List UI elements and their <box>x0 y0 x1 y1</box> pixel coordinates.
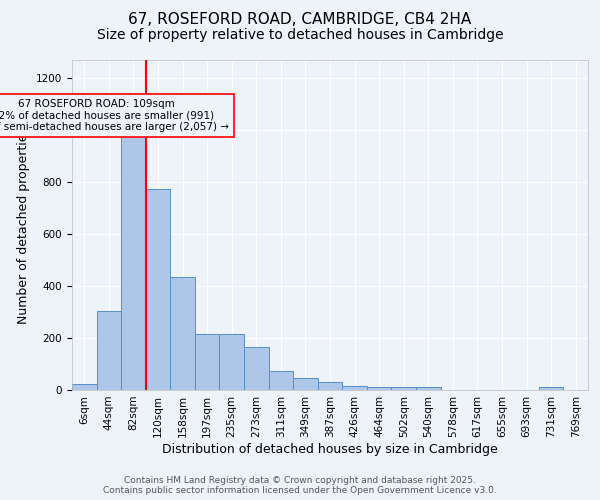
Bar <box>121 133 146 390</box>
Bar <box>293 378 318 390</box>
Bar <box>367 388 391 390</box>
Bar <box>342 386 367 390</box>
Bar <box>391 388 416 390</box>
Bar <box>170 277 195 390</box>
Text: 67, ROSEFORD ROAD, CAMBRIDGE, CB4 2HA: 67, ROSEFORD ROAD, CAMBRIDGE, CB4 2HA <box>128 12 472 28</box>
Bar <box>97 310 121 390</box>
Bar <box>146 188 170 390</box>
Text: Contains HM Land Registry data © Crown copyright and database right 2025.
Contai: Contains HM Land Registry data © Crown c… <box>103 476 497 495</box>
Bar <box>72 384 97 390</box>
Bar <box>416 388 440 390</box>
Text: Size of property relative to detached houses in Cambridge: Size of property relative to detached ho… <box>97 28 503 42</box>
Bar <box>269 370 293 390</box>
Bar <box>220 334 244 390</box>
X-axis label: Distribution of detached houses by size in Cambridge: Distribution of detached houses by size … <box>162 442 498 456</box>
Bar <box>195 334 220 390</box>
Bar <box>539 388 563 390</box>
Bar <box>318 382 342 390</box>
Text: 67 ROSEFORD ROAD: 109sqm
← 32% of detached houses are smaller (991)
67% of semi-: 67 ROSEFORD ROAD: 109sqm ← 32% of detach… <box>0 99 229 132</box>
Bar <box>244 347 269 390</box>
Y-axis label: Number of detached properties: Number of detached properties <box>17 126 31 324</box>
